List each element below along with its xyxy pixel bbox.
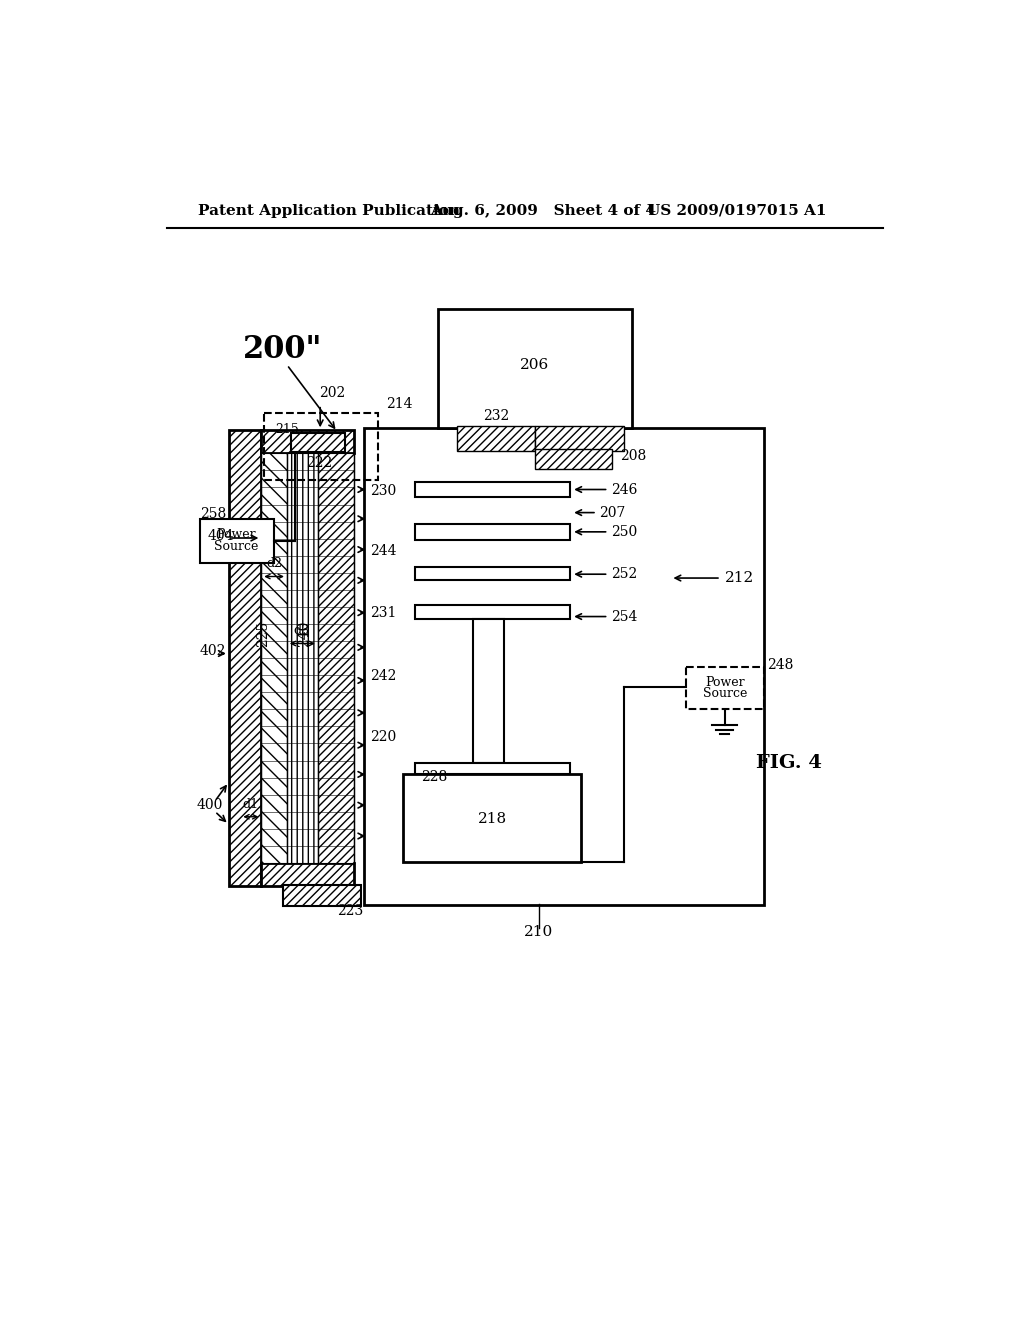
Bar: [263, 412, 378, 480]
Bar: [287, 453, 317, 863]
Text: 242: 242: [370, 669, 396, 682]
Text: 215: 215: [275, 422, 299, 436]
Bar: [415, 524, 569, 540]
Bar: [291, 433, 345, 451]
Text: 228: 228: [421, 770, 447, 784]
Bar: [261, 453, 287, 863]
Text: 258: 258: [200, 507, 226, 521]
Text: 240: 240: [297, 622, 311, 647]
Text: 202: 202: [319, 387, 346, 400]
Text: 402: 402: [200, 644, 225, 659]
Bar: [415, 482, 569, 498]
Text: US 2009/0197015 A1: US 2009/0197015 A1: [647, 203, 826, 218]
Bar: [415, 605, 569, 619]
Text: 250: 250: [611, 525, 637, 539]
Text: Aug. 6, 2009   Sheet 4 of 4: Aug. 6, 2009 Sheet 4 of 4: [430, 203, 656, 218]
Text: d1: d1: [243, 797, 259, 810]
Bar: [473, 619, 504, 763]
Bar: [458, 426, 535, 451]
Text: 210: 210: [524, 925, 553, 940]
Bar: [686, 667, 764, 709]
Text: 207: 207: [599, 506, 626, 520]
Text: Source: Source: [214, 540, 259, 553]
Text: 400: 400: [197, 799, 222, 812]
Bar: [415, 763, 569, 774]
Text: 248: 248: [767, 659, 794, 672]
Bar: [365, 428, 764, 906]
Bar: [228, 430, 261, 886]
Text: 214: 214: [386, 397, 413, 411]
Text: 246: 246: [611, 483, 637, 496]
Text: 218: 218: [477, 812, 507, 826]
Text: 225: 225: [256, 622, 270, 647]
Text: d3: d3: [293, 624, 309, 638]
Text: 208: 208: [621, 449, 646, 463]
Text: 230: 230: [370, 484, 396, 498]
Text: Patent Application Publication: Patent Application Publication: [198, 203, 460, 218]
Text: 404: 404: [208, 529, 234, 543]
Text: 212: 212: [725, 572, 754, 585]
Bar: [200, 519, 273, 564]
Text: Source: Source: [702, 686, 746, 700]
Text: 222: 222: [306, 455, 333, 470]
Text: 220: 220: [370, 730, 396, 744]
Bar: [261, 863, 354, 886]
Text: 252: 252: [611, 568, 637, 581]
Bar: [283, 884, 360, 906]
Bar: [415, 566, 569, 581]
Bar: [317, 453, 354, 863]
Text: 200": 200": [243, 334, 323, 364]
Text: 223: 223: [337, 904, 364, 919]
Text: 254: 254: [611, 610, 637, 623]
Bar: [535, 426, 624, 451]
Text: Power: Power: [217, 528, 256, 541]
Text: 206: 206: [520, 358, 550, 372]
Text: 231: 231: [370, 606, 396, 619]
Text: FIG. 4: FIG. 4: [756, 754, 821, 772]
Text: 244: 244: [370, 544, 396, 558]
Text: Power: Power: [705, 676, 744, 689]
Bar: [261, 430, 354, 453]
Bar: [403, 774, 582, 862]
Text: 232: 232: [483, 409, 509, 422]
Bar: [438, 309, 632, 428]
Text: d2: d2: [266, 557, 282, 570]
Bar: [535, 449, 612, 469]
